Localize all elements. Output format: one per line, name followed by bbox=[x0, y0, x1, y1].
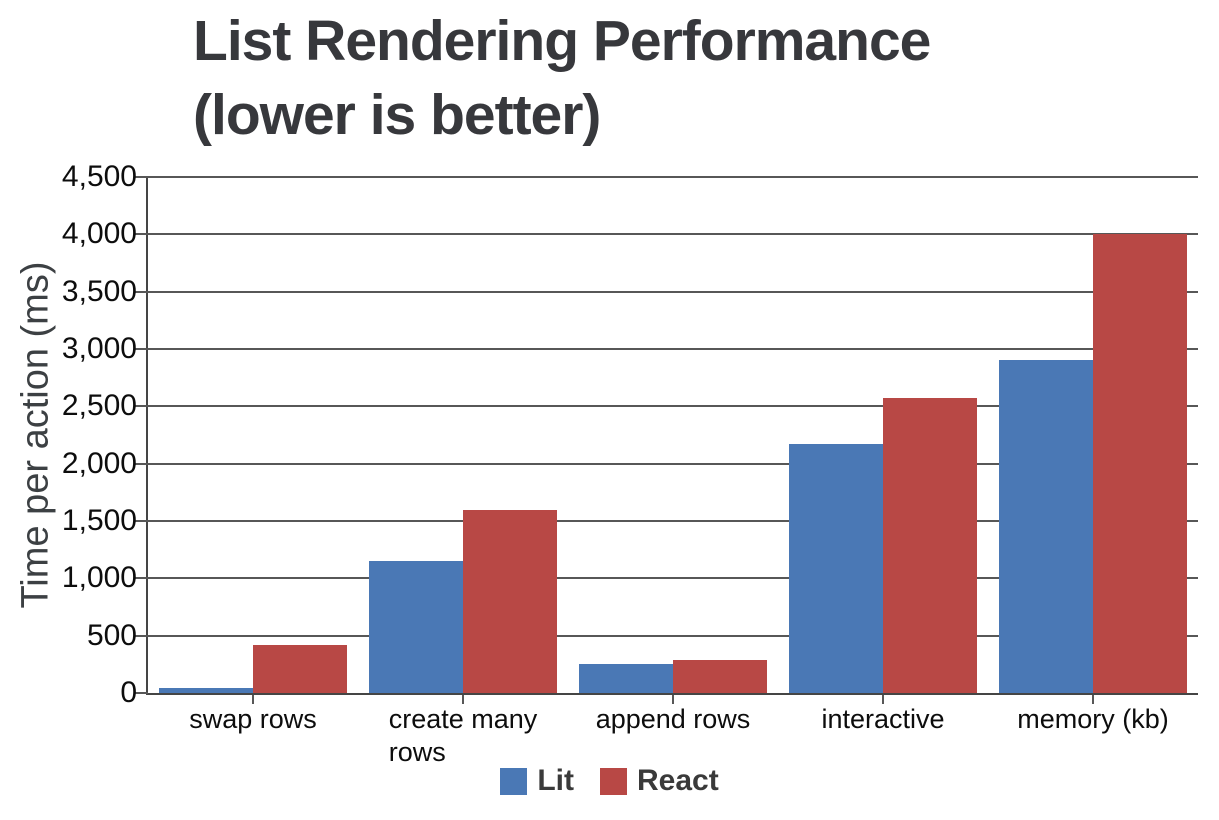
y-tick-label-4500: 4,500 bbox=[61, 160, 137, 193]
legend-label-react: React bbox=[636, 764, 719, 797]
y-tick-mark bbox=[135, 405, 148, 408]
legend-swatch-react bbox=[599, 767, 627, 795]
y-tick-label-2000: 2,000 bbox=[61, 446, 137, 480]
y-tick-label-0: 0 bbox=[120, 676, 137, 709]
y-tick-label-4000: 4,000 bbox=[61, 217, 137, 251]
legend-item-lit: Lit bbox=[500, 764, 574, 798]
plot-area bbox=[148, 176, 1198, 693]
legend-label-lit: Lit bbox=[537, 764, 574, 797]
y-tick-mark bbox=[135, 348, 148, 350]
x-category-label-4: memory (kb) bbox=[1017, 704, 1169, 734]
bar-lit-0 bbox=[159, 687, 253, 693]
x-tick-mark bbox=[672, 695, 674, 704]
bar-react-4 bbox=[1093, 234, 1187, 693]
y-tick-mark bbox=[135, 692, 148, 694]
y-axis-title: Time per action (ms) bbox=[14, 261, 57, 609]
x-category-label-0: swap rows bbox=[189, 704, 317, 734]
y-axis-line bbox=[146, 177, 148, 695]
chart-title-line-1: List Rendering Performance bbox=[193, 9, 931, 73]
gridline-1000 bbox=[148, 577, 1198, 580]
x-category-label-2: append rows bbox=[595, 704, 751, 734]
y-tick-label-1000: 1,000 bbox=[61, 561, 137, 595]
y-tick-mark bbox=[135, 520, 148, 522]
gridline-1500 bbox=[148, 520, 1198, 522]
gridline-4000 bbox=[148, 233, 1198, 236]
y-tick-label-3000: 3,000 bbox=[61, 332, 137, 365]
y-tick-label-3500: 3,500 bbox=[61, 274, 137, 308]
legend: Lit React bbox=[0, 764, 1219, 798]
bar-react-1 bbox=[463, 509, 557, 693]
gridline-2500 bbox=[148, 405, 1198, 408]
y-tick-label-1500: 1,500 bbox=[61, 504, 137, 537]
gridline-4500 bbox=[148, 176, 1198, 178]
gridline-3000 bbox=[148, 348, 1198, 350]
y-tick-mark bbox=[135, 176, 148, 178]
y-tick-mark bbox=[135, 462, 148, 465]
bar-lit-3 bbox=[789, 443, 883, 693]
x-category-label-1: create many rows bbox=[388, 704, 538, 767]
gridline-500 bbox=[148, 634, 1198, 637]
gridline-2000 bbox=[148, 462, 1198, 465]
y-tick-mark bbox=[135, 290, 148, 293]
legend-swatch-lit bbox=[500, 767, 528, 795]
y-tick-mark bbox=[135, 233, 148, 236]
bar-lit-2 bbox=[579, 664, 673, 693]
bar-lit-1 bbox=[369, 561, 463, 693]
y-tick-label-500: 500 bbox=[86, 618, 137, 652]
x-category-label-3: interactive bbox=[821, 704, 945, 734]
bar-react-0 bbox=[253, 644, 347, 693]
chart-title: List Rendering Performance (lower is bet… bbox=[193, 4, 931, 152]
y-tick-mark bbox=[135, 634, 148, 637]
bar-lit-4 bbox=[999, 360, 1093, 693]
x-tick-mark bbox=[252, 695, 254, 704]
y-tick-label-2500: 2,500 bbox=[61, 389, 137, 423]
legend-item-react: React bbox=[599, 764, 719, 798]
x-tick-mark bbox=[1092, 695, 1094, 704]
x-tick-mark bbox=[882, 695, 884, 704]
gridline-3500 bbox=[148, 290, 1198, 293]
bar-react-3 bbox=[883, 397, 977, 693]
y-tick-mark bbox=[135, 577, 148, 580]
chart-title-line-2: (lower is better) bbox=[193, 83, 601, 147]
bar-react-2 bbox=[673, 660, 767, 693]
x-tick-mark bbox=[462, 695, 464, 704]
x-axis-line bbox=[148, 693, 1198, 695]
